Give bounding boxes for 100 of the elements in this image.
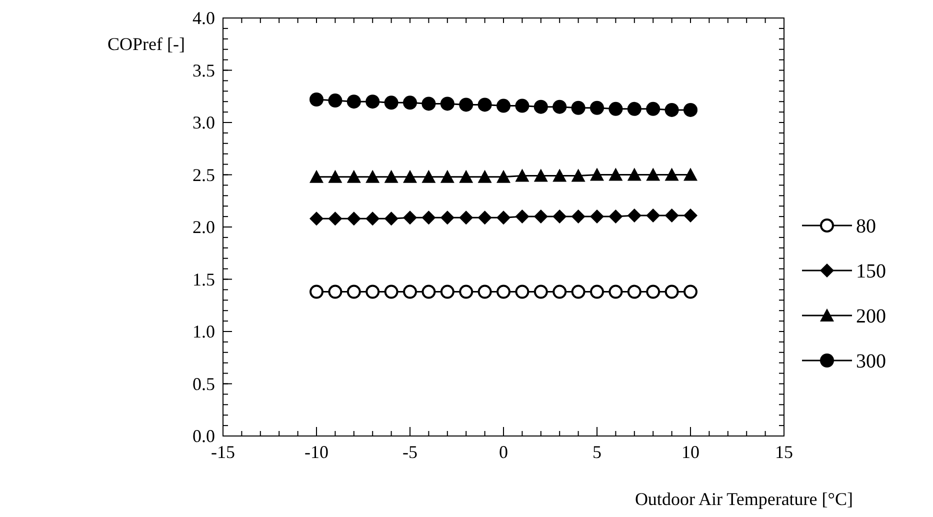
point <box>366 170 380 183</box>
point <box>478 284 492 299</box>
point <box>684 284 698 299</box>
point <box>478 210 492 225</box>
point <box>403 210 417 225</box>
point <box>346 94 361 109</box>
legend-label: 300 <box>856 350 886 372</box>
point <box>646 284 660 299</box>
point <box>459 170 474 183</box>
point <box>459 98 474 112</box>
x-tick-label: 5 <box>592 442 602 462</box>
point <box>478 170 492 183</box>
point <box>403 96 417 110</box>
point <box>571 168 586 182</box>
legend-label: 150 <box>856 260 886 282</box>
point <box>534 100 548 114</box>
point <box>478 98 492 112</box>
point <box>366 284 380 299</box>
point <box>571 284 586 299</box>
point <box>608 284 623 299</box>
point <box>571 100 586 115</box>
point <box>515 168 530 182</box>
point <box>590 210 604 224</box>
point <box>384 170 398 183</box>
point <box>627 102 642 116</box>
x-tick-label: -10 <box>304 442 328 462</box>
point <box>310 284 324 299</box>
point <box>590 100 604 115</box>
point <box>664 102 679 117</box>
point <box>384 284 398 299</box>
point <box>422 170 436 183</box>
point <box>366 212 380 226</box>
point <box>552 210 567 224</box>
point <box>496 98 510 113</box>
x-axis-title: Outdoor Air Temperature [°C] <box>634 489 853 509</box>
point <box>384 96 398 110</box>
legend-label: 200 <box>856 306 886 328</box>
point <box>440 96 454 111</box>
point <box>646 168 660 181</box>
point <box>534 168 548 182</box>
point <box>422 284 436 299</box>
point <box>328 212 342 226</box>
point <box>422 210 436 225</box>
legend-label: 80 <box>856 216 876 238</box>
point <box>496 210 510 225</box>
point <box>403 284 417 299</box>
point <box>515 210 530 224</box>
y-tick-label: 3.0 <box>192 112 215 132</box>
y-tick-label: 1.0 <box>192 322 215 342</box>
point <box>534 284 548 299</box>
point <box>608 210 623 224</box>
point <box>646 102 660 116</box>
point <box>440 210 454 225</box>
point <box>664 168 679 181</box>
point <box>346 170 361 183</box>
point <box>684 102 698 117</box>
point <box>346 212 361 226</box>
point <box>646 208 660 223</box>
point <box>310 170 324 183</box>
point <box>627 208 642 223</box>
point <box>590 284 604 299</box>
point <box>608 168 623 181</box>
point <box>496 170 510 183</box>
point <box>310 92 324 107</box>
point <box>664 208 679 223</box>
point <box>328 284 342 299</box>
point <box>328 94 342 108</box>
point <box>515 98 530 113</box>
x-tick-label: -5 <box>402 442 418 462</box>
x-tick-label: 0 <box>499 442 508 462</box>
point <box>346 284 361 299</box>
point <box>684 208 698 223</box>
point <box>459 284 474 299</box>
point <box>328 170 342 183</box>
point <box>627 284 642 299</box>
point <box>571 210 586 224</box>
y-tick-label: 3.5 <box>192 60 215 80</box>
point <box>440 284 454 299</box>
point <box>422 96 436 111</box>
x-tick-label: 15 <box>775 442 793 462</box>
point <box>496 284 510 299</box>
point <box>684 168 698 181</box>
y-tick-label: 4.0 <box>192 8 215 28</box>
point <box>515 284 530 299</box>
y-axis-title: COPref [-] <box>108 34 185 54</box>
y-tick-label: 2.5 <box>192 164 215 185</box>
point <box>310 212 324 226</box>
y-tick-label: 1.5 <box>192 269 215 290</box>
point <box>664 284 679 299</box>
x-tick-label: 10 <box>682 442 700 462</box>
point <box>440 170 454 183</box>
point <box>403 170 417 183</box>
point <box>608 102 623 116</box>
y-tick-label: 0.5 <box>192 374 215 394</box>
point <box>552 168 567 182</box>
point <box>590 168 604 181</box>
y-tick-label: 2.0 <box>192 217 215 237</box>
point <box>366 94 380 109</box>
point <box>534 210 548 224</box>
point <box>552 100 567 114</box>
